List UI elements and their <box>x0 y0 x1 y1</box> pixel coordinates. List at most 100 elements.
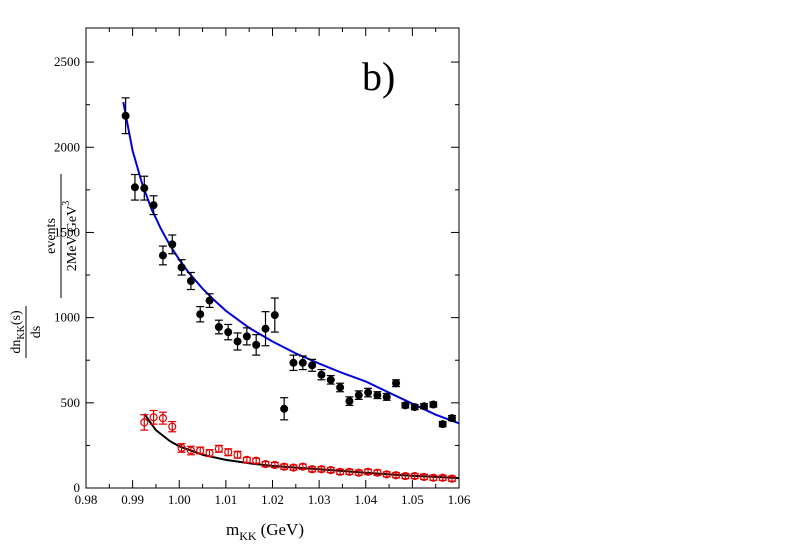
y-title-right-denominator-sup: 3 <box>61 201 72 206</box>
data-point <box>205 448 214 458</box>
data-point <box>410 403 419 412</box>
y-tick-label: 0 <box>74 480 81 495</box>
data-point <box>382 392 391 401</box>
data-point <box>438 473 447 482</box>
data-point <box>392 379 401 388</box>
data-point <box>410 471 419 481</box>
data-point <box>401 401 410 410</box>
data-point <box>317 465 326 474</box>
red-series <box>140 409 457 483</box>
x-axis-title-sub: KK <box>239 529 257 543</box>
data-point <box>448 414 457 423</box>
y-title-left-numerator-sub: KK <box>16 324 27 339</box>
data-point <box>363 467 373 476</box>
data-point <box>233 337 242 346</box>
data-point <box>429 473 438 482</box>
x-tick-label: 1.04 <box>354 492 377 507</box>
data-point <box>326 466 335 475</box>
data-point <box>158 414 168 423</box>
data-point <box>280 462 289 471</box>
data-point <box>382 470 391 479</box>
x-tick-label: 1.01 <box>215 492 238 507</box>
data-point <box>438 420 447 429</box>
data-point <box>373 468 382 477</box>
data-point <box>140 184 149 193</box>
data-point <box>224 328 233 337</box>
data-point <box>298 358 307 367</box>
data-point <box>149 413 158 422</box>
data-point <box>158 251 167 260</box>
data-series <box>121 97 457 483</box>
data-point <box>289 463 298 472</box>
data-point <box>336 383 345 392</box>
data-point <box>420 402 429 411</box>
data-point <box>429 400 438 409</box>
data-point <box>289 358 298 367</box>
data-point <box>336 467 345 476</box>
y-title-left-numerator-tail: (s) <box>9 310 24 325</box>
x-tick-label: 1.03 <box>308 492 331 507</box>
x-tick-label: 1.00 <box>168 492 191 507</box>
data-point <box>177 263 186 272</box>
data-point <box>345 467 354 476</box>
data-point <box>373 391 382 400</box>
data-point <box>196 446 205 455</box>
data-point <box>214 444 223 453</box>
data-point <box>391 471 401 480</box>
data-point <box>308 361 317 370</box>
data-point <box>298 462 307 471</box>
data-point <box>401 471 410 481</box>
blue-fit-curve <box>122 101 460 425</box>
data-point <box>308 465 317 474</box>
x-axis-title: mKK (GeV) <box>226 520 304 543</box>
data-point <box>242 332 251 341</box>
y-tick-label: 1000 <box>54 310 80 325</box>
data-point <box>149 201 158 210</box>
svg-text:mKK(GeV): mKK (GeV) <box>226 520 304 543</box>
data-point <box>224 448 233 457</box>
x-axis-ticks: 0.98 0.99 1.00 1.01 1.02 1.03 1.04 1.05 1.06 <box>75 28 471 507</box>
data-point <box>242 455 251 464</box>
data-point <box>168 422 177 431</box>
x-tick-label: 0.98 <box>75 492 98 507</box>
data-point <box>205 296 214 305</box>
x-axis-title-unit: (GeV) <box>261 520 304 539</box>
y-axis-title: dnKK(s) ds events 2MeV GeV3 <box>9 174 80 358</box>
y-title-left-denominator: ds <box>29 326 44 338</box>
y-title-right-denominator: 2MeV GeV <box>65 206 80 271</box>
data-point <box>233 450 242 459</box>
data-point <box>326 375 335 384</box>
data-point <box>177 443 186 453</box>
panel-label: b) <box>362 54 395 99</box>
y-title-left-numerator: dn <box>9 340 24 354</box>
svg-text:dnKK(s): dnKK(s) <box>9 310 27 354</box>
data-point <box>214 323 223 331</box>
data-point <box>252 340 261 349</box>
data-point <box>270 311 279 320</box>
data-point <box>261 324 270 333</box>
x-axis-title-main: m <box>226 520 239 539</box>
data-point <box>419 472 429 482</box>
svg-text:2MeV GeV3: 2MeV GeV3 <box>61 201 80 271</box>
y-tick-label: 2000 <box>54 139 80 154</box>
data-point <box>252 456 261 465</box>
data-point <box>168 240 177 249</box>
x-tick-label: 1.06 <box>448 492 471 507</box>
data-point <box>140 418 149 427</box>
data-point <box>447 474 457 483</box>
data-point <box>280 404 289 413</box>
data-point <box>261 460 270 469</box>
x-tick-label: 1.02 <box>261 492 284 507</box>
data-point <box>364 388 373 397</box>
plot-frame <box>85 27 460 489</box>
data-point <box>196 310 205 319</box>
data-point <box>345 397 354 406</box>
data-point <box>270 460 279 470</box>
black-series <box>121 97 457 429</box>
data-point <box>354 391 363 400</box>
y-title-right-numerator: events <box>44 218 59 254</box>
y-tick-label: 500 <box>61 395 81 410</box>
data-point <box>354 468 363 477</box>
